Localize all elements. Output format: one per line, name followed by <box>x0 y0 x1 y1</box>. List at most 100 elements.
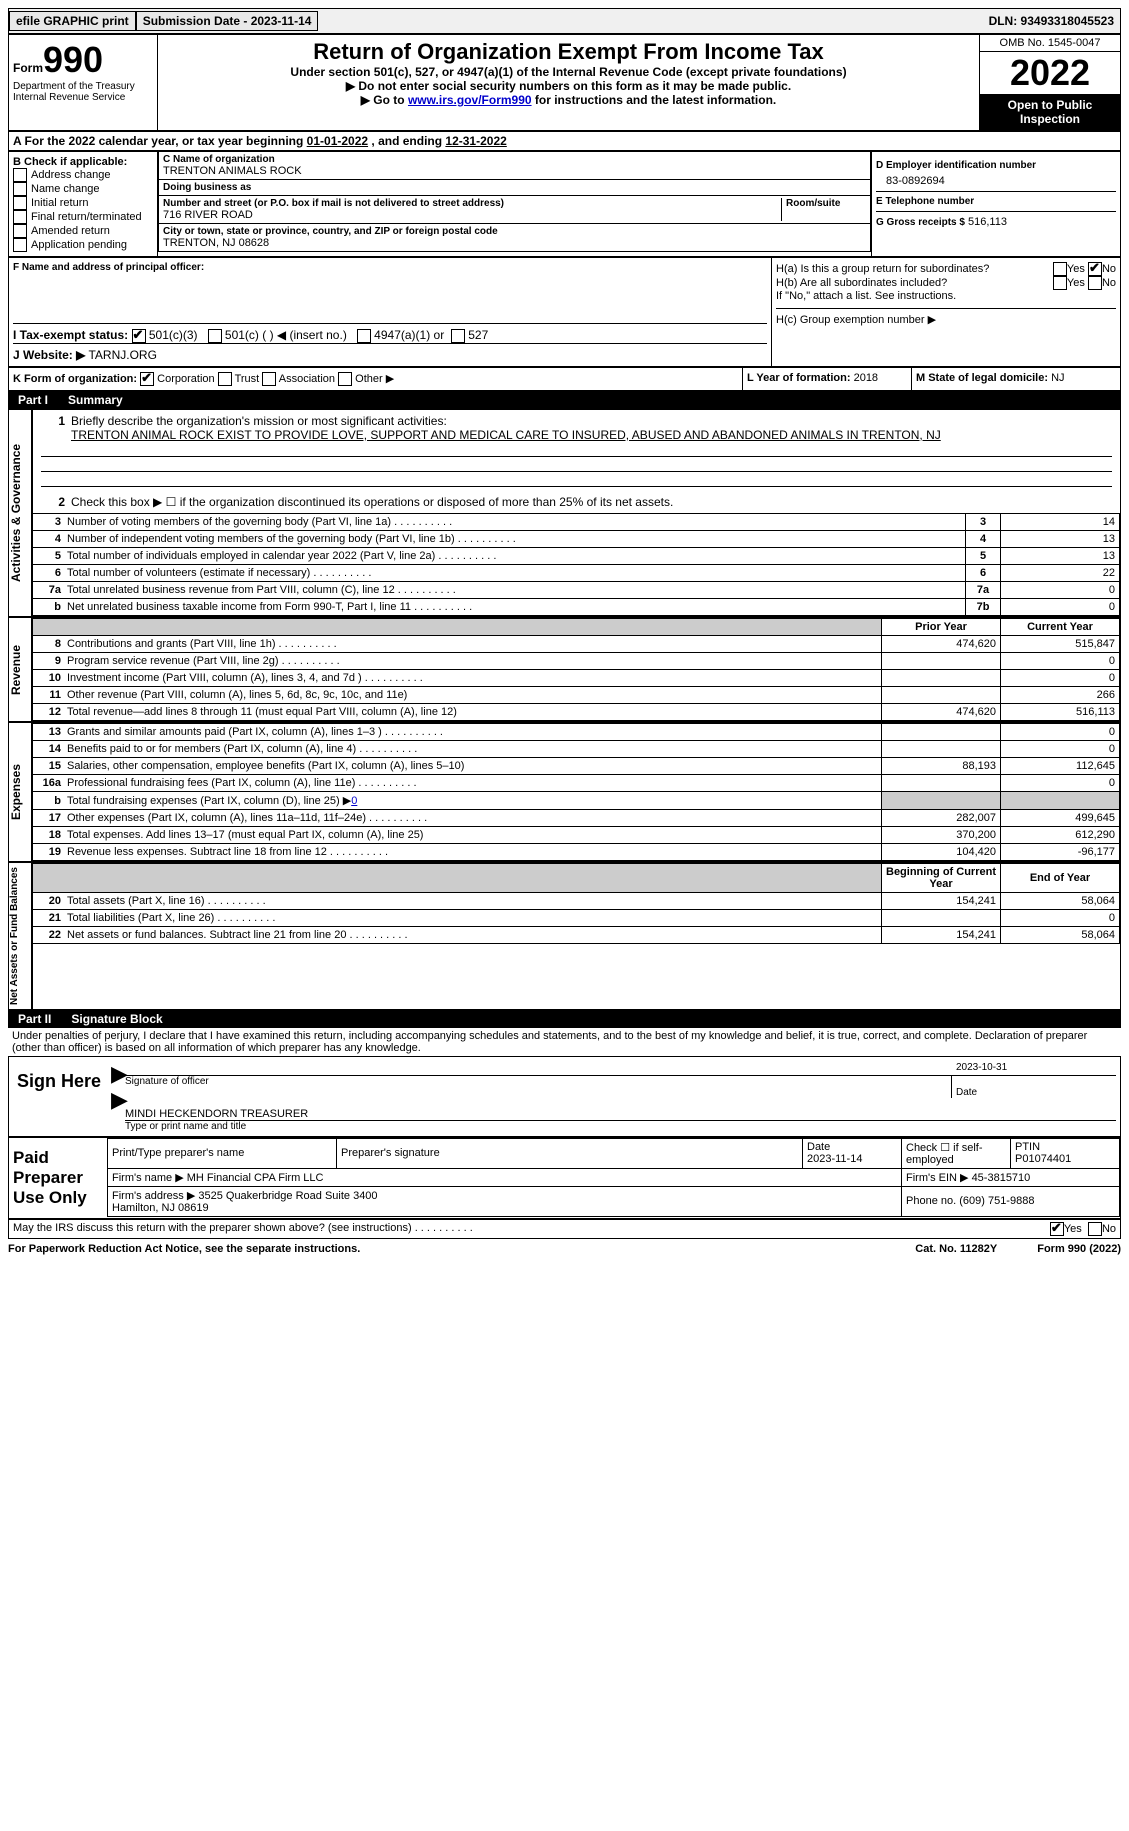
submission-date: Submission Date - 2023-11-14 <box>136 11 319 31</box>
d-label: D Employer identification number <box>876 160 1116 171</box>
state-domicile: NJ <box>1051 372 1064 384</box>
cb-discuss-no[interactable] <box>1088 1222 1102 1236</box>
form-title: Return of Organization Exempt From Incom… <box>162 39 975 65</box>
opt-name-change: Name change <box>31 183 100 195</box>
website: TARNJ.ORG <box>88 348 156 362</box>
dept-treasury: Department of the Treasury Internal Reve… <box>13 81 153 103</box>
ha-yes: Yes <box>1067 263 1085 275</box>
cb-assoc[interactable] <box>262 372 276 386</box>
opt-amended-return: Amended return <box>31 225 110 237</box>
vlabel-net-assets: Net Assets or Fund Balances <box>8 862 32 1010</box>
year-formation: 2018 <box>854 372 878 384</box>
sign-here-label: Sign Here <box>13 1061 111 1132</box>
dba-label: Doing business as <box>163 182 866 193</box>
g-label: G Gross receipts $ <box>876 217 965 228</box>
city-label: City or town, state or province, country… <box>163 226 866 237</box>
cb-hb-yes[interactable] <box>1053 276 1067 290</box>
v6: 22 <box>1001 564 1120 581</box>
hb-note: If "No," attach a list. See instructions… <box>776 290 1116 302</box>
hb-no: No <box>1102 277 1116 289</box>
opt-501c: 501(c) ( ) ◀ (insert no.) <box>225 328 347 342</box>
ein: 83-0892694 <box>876 171 1116 187</box>
opt-trust: Trust <box>235 373 260 385</box>
omb-number: OMB No. 1545-0047 <box>980 35 1120 52</box>
gross-receipts: 516,113 <box>968 216 1007 228</box>
dln: DLN: 93493318045523 <box>983 12 1120 30</box>
pra-notice: For Paperwork Reduction Act Notice, see … <box>8 1243 360 1255</box>
revenue-section: Revenue Prior YearCurrent Year 8Contribu… <box>8 617 1121 722</box>
opt-501c3: 501(c)(3) <box>149 328 198 342</box>
opt-initial-return: Initial return <box>31 197 88 209</box>
vlabel-expenses: Expenses <box>8 722 32 862</box>
goto-pre: ▶ Go to <box>361 93 408 107</box>
paid-preparer-label: Paid Preparer Use Only <box>9 1138 107 1218</box>
opt-final-return: Final return/terminated <box>31 211 142 223</box>
opt-4947: 4947(a)(1) or <box>374 328 444 342</box>
part-ii-header: Part II Signature Block <box>8 1010 1121 1028</box>
opt-527: 527 <box>468 328 488 342</box>
cb-other[interactable] <box>338 372 352 386</box>
expenses-section: Expenses 13Grants and similar amounts pa… <box>8 722 1121 862</box>
opt-corp: Corporation <box>157 373 214 385</box>
cb-initial-return[interactable] <box>13 196 27 210</box>
cb-hb-no[interactable] <box>1088 276 1102 290</box>
i-label: I Tax-exempt status: <box>13 328 128 342</box>
cb-trust[interactable] <box>218 372 232 386</box>
city-state-zip: TRENTON, NJ 08628 <box>163 237 866 249</box>
section-bcd: B Check if applicable: Address change Na… <box>8 151 1121 257</box>
cb-ha-yes[interactable] <box>1053 262 1067 276</box>
discuss-row: May the IRS discuss this return with the… <box>8 1219 1121 1239</box>
irs-link[interactable]: www.irs.gov/Form990 <box>408 93 532 107</box>
cb-corp[interactable] <box>140 372 154 386</box>
paid-preparer-block: Paid Preparer Use Only Print/Type prepar… <box>8 1137 1121 1219</box>
cb-527[interactable] <box>451 329 465 343</box>
room-label: Room/suite <box>786 198 866 209</box>
org-name: TRENTON ANIMALS ROCK <box>163 165 866 177</box>
governance-table: 3Number of voting members of the governi… <box>33 513 1120 616</box>
cb-ha-no[interactable] <box>1088 262 1102 276</box>
v5: 13 <box>1001 547 1120 564</box>
hb-yes: Yes <box>1067 277 1085 289</box>
cb-address-change[interactable] <box>13 168 27 182</box>
hc-label: H(c) Group exemption number ▶ <box>776 313 936 326</box>
form-word: Form <box>13 61 43 75</box>
mission-text: TRENTON ANIMAL ROCK EXIST TO PROVIDE LOV… <box>71 428 941 442</box>
no-ssn-note: ▶ Do not enter social security numbers o… <box>162 79 975 93</box>
m-label: M State of legal domicile: <box>916 372 1048 384</box>
l2-text: Check this box ▶ ☐ if the organization d… <box>71 495 673 509</box>
cb-4947[interactable] <box>357 329 371 343</box>
type-name-label: Type or print name and title <box>125 1120 1116 1132</box>
vlabel-revenue: Revenue <box>8 617 32 722</box>
year-begin: 01-01-2022 <box>307 134 368 148</box>
l-label: L Year of formation: <box>747 372 851 384</box>
goto-post: for instructions and the latest informat… <box>532 93 777 107</box>
form-number: 990 <box>43 39 103 80</box>
cb-name-change[interactable] <box>13 182 27 196</box>
officer-name: MINDI HECKENDORN TREASURER <box>125 1098 1116 1120</box>
efile-print-btn[interactable]: efile GRAPHIC print <box>9 11 136 31</box>
c-name-label: C Name of organization <box>163 154 866 165</box>
cb-discuss-yes[interactable] <box>1050 1222 1064 1236</box>
cb-amended-return[interactable] <box>13 224 27 238</box>
j-label: J Website: ▶ <box>13 348 85 362</box>
form-subtitle: Under section 501(c), 527, or 4947(a)(1)… <box>162 65 975 79</box>
cat-no: Cat. No. 11282Y <box>915 1243 997 1255</box>
opt-other: Other ▶ <box>355 373 394 385</box>
b-label: B Check if applicable: <box>13 156 153 168</box>
cb-501c[interactable] <box>208 329 222 343</box>
footer: For Paperwork Reduction Act Notice, see … <box>8 1239 1121 1255</box>
v3: 14 <box>1001 513 1120 530</box>
tax-year: 2022 <box>980 52 1120 94</box>
sig-officer-label: Signature of officer <box>125 1076 951 1098</box>
k-label: K Form of organization: <box>13 373 137 385</box>
section-fh: F Name and address of principal officer:… <box>8 257 1121 367</box>
section-a: A For the 2022 calendar year, or tax yea… <box>8 131 1121 151</box>
opt-assoc: Association <box>279 373 335 385</box>
cb-app-pending[interactable] <box>13 238 27 252</box>
v7a: 0 <box>1001 581 1120 598</box>
cb-final-return[interactable] <box>13 210 27 224</box>
e-label: E Telephone number <box>876 196 1116 207</box>
activities-governance: Activities & Governance 1Briefly describ… <box>8 409 1121 617</box>
cb-501c3[interactable] <box>132 329 146 343</box>
v4: 13 <box>1001 530 1120 547</box>
